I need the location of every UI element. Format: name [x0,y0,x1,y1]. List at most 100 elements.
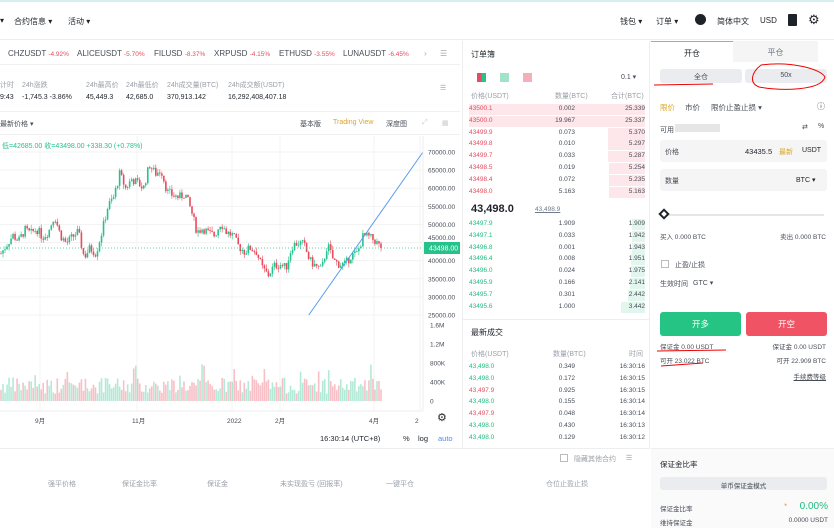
nav-orders[interactable]: 订单 ▾ [656,17,679,26]
order-type-market[interactable]: 市价 [685,103,700,112]
currency-selector[interactable]: USD [760,16,777,25]
quantity-slider[interactable] [664,214,824,216]
leverage-button[interactable]: 50x [745,69,827,83]
ticker-item[interactable]: CHZUSDT -4.92% [8,49,69,58]
precision-dropdown[interactable]: 0.1 ▾ [621,74,637,81]
nav-wallet[interactable]: 钱包 ▾ [620,17,643,26]
settings-sliders-icon[interactable]: ☰ [440,49,448,58]
ticker-item[interactable]: ETHUSD -3.55% [279,49,335,58]
bids-row[interactable]: 43495.7 0.301 2.442 [469,289,645,301]
open-short-button[interactable]: 开空 [746,312,827,336]
asks-row[interactable]: 43500.1 0.002 25.339 [469,104,645,115]
tab-tradingview[interactable]: Trading View [333,119,374,126]
bids-row[interactable]: 43496.8 0.001 1.943 [469,242,645,254]
grid-layout-icon[interactable]: ▦ [442,120,449,127]
tab-open[interactable]: 开仓 [651,41,733,62]
volume-bar [195,385,197,401]
quantity-input[interactable]: 数量 BTC ▾ [660,169,827,191]
trend-line[interactable] [308,151,424,316]
asks-row[interactable]: 43500.0 19.967 25.337 [469,115,645,127]
bids-row[interactable]: 43496.0 0.024 1.975 [469,266,645,278]
trade-row[interactable]: 43,498.0 0.129 16:30:12 [469,433,645,444]
bids-row[interactable]: 43497.9 1.909 1.909 [469,219,645,230]
transfer-icon[interactable]: ⇄ [802,124,808,131]
chart-settings-icon[interactable]: ⚙ [437,412,447,424]
stat-label: 24h成交额(USDT) [228,82,285,89]
language-selector[interactable]: 简体中文 [717,17,749,26]
candle [277,268,280,270]
help-icon[interactable] [788,14,797,26]
asks-row[interactable]: 43498.4 0.072 5.235 [469,174,645,186]
price-chart[interactable]: 70000.00 65000.00 60000.00 55000.00 50000.00… [0,136,460,448]
slider-handle[interactable] [658,208,670,220]
asks-row[interactable]: 43499.9 0.073 5.370 [469,127,645,139]
tab-depth[interactable]: 深度图 [386,121,407,128]
tpsl-checkbox[interactable] [661,260,669,268]
bids-row[interactable]: 43496.4 0.008 1.951 [469,254,645,266]
margin-mode-button[interactable]: 全仓 [660,69,742,83]
asks-row[interactable]: 43499.7 0.033 5.287 [469,151,645,163]
bids-row[interactable]: 43495.6 1.000 3.442 [469,301,645,313]
volume-bar [90,388,93,401]
view-asks-icon[interactable] [523,73,532,82]
trade-row[interactable]: 43,498.0 0.155 16:30:14 [469,397,645,408]
trade-row[interactable]: 43,497.9 0.925 16:30:15 [469,386,645,397]
order-type-limit[interactable]: 限价 [660,103,675,112]
nav-activities[interactable]: 活动 ▾ [68,17,91,26]
open-long-button[interactable]: 开多 [660,312,741,336]
ticker-item[interactable]: XRPUSD -4.15% [214,49,271,58]
asks-row[interactable]: 43499.8 0.010 5.297 [469,139,645,151]
depth-bar [469,104,645,115]
trade-row[interactable]: 43,498.0 0.430 16:30:13 [469,421,645,432]
nav-contract-info[interactable]: 合约信息 ▾ [14,17,53,26]
trade-row[interactable]: 43,497.9 0.048 16:30:14 [469,409,645,420]
hide-other-checkbox[interactable] [560,454,568,462]
tab-close[interactable]: 平仓 [733,41,818,62]
latest-price-button[interactable]: 最新 [779,149,793,156]
info-icon[interactable]: ⓘ [817,102,825,111]
volume-bar [146,392,149,401]
view-both-icon[interactable] [477,73,486,82]
depth-bar [631,254,645,266]
asks-row[interactable]: 43498.5 0.019 5.254 [469,163,645,174]
fullscreen-icon[interactable]: ⤢ [422,119,428,126]
tab-basic[interactable]: 基本版 [300,121,321,128]
user-icon[interactable] [695,14,706,25]
fee-level-link[interactable]: 手续费等级 [793,374,827,381]
price-type-dropdown[interactable]: 最新价格 ▾ [0,121,34,128]
settings-sliders-icon[interactable]: ☰ [440,85,447,92]
margin-mode-button[interactable]: 单币保证金模式 [660,477,827,490]
volume-bar [277,387,280,401]
tif-dropdown[interactable]: GTC ▾ [693,280,714,287]
amount: 0.430 [558,422,575,429]
log-scale-toggle[interactable]: log [418,434,428,443]
ticker-item[interactable]: FILUSD -8.37% [154,49,206,58]
candle [374,239,376,244]
settings-sliders-icon[interactable]: ☰ [626,455,633,462]
ticker-item[interactable]: LUNAUSDT -6.45% [343,49,409,58]
trade-row[interactable]: 43,498.0 0.172 16:30:15 [469,374,645,385]
price-input[interactable]: 价格 43435.5 最新 USDT [660,140,827,162]
volume-bar [380,389,382,401]
col-header: 仓位止盈止损 [546,481,588,488]
auto-scale-toggle[interactable]: auto [438,434,453,443]
percent-scale-toggle[interactable]: % [403,434,410,443]
gear-icon[interactable]: ⚙ [808,12,820,27]
ticker-item[interactable]: ALICEUSDT -5.70% [77,49,145,58]
asks-row[interactable]: 43498.0 5.163 5.163 [469,186,645,198]
bids-row[interactable]: 43495.9 0.166 2.141 [469,278,645,289]
total: 1.942 [628,231,645,239]
quantity-unit-dropdown[interactable]: BTC ▾ [796,177,816,184]
trade-row[interactable]: 43,498.0 0.349 16:30:16 [469,362,645,373]
order-type-stop-limit[interactable]: 限价止盈止损 ▾ [711,103,762,112]
calculator-icon[interactable]: % [818,123,825,130]
mark-price[interactable]: 43,498.9 [535,206,561,213]
view-bids-icon[interactable] [500,73,509,82]
volume-bar [309,384,312,401]
chevron-right-icon[interactable]: › [424,49,427,58]
bids-row[interactable]: 43497.1 0.033 1.942 [469,230,645,242]
nav-dropdown-caret[interactable]: ▾ [0,16,5,25]
volume-bar [319,392,322,401]
candle [197,230,199,233]
volume-bar [344,389,346,401]
